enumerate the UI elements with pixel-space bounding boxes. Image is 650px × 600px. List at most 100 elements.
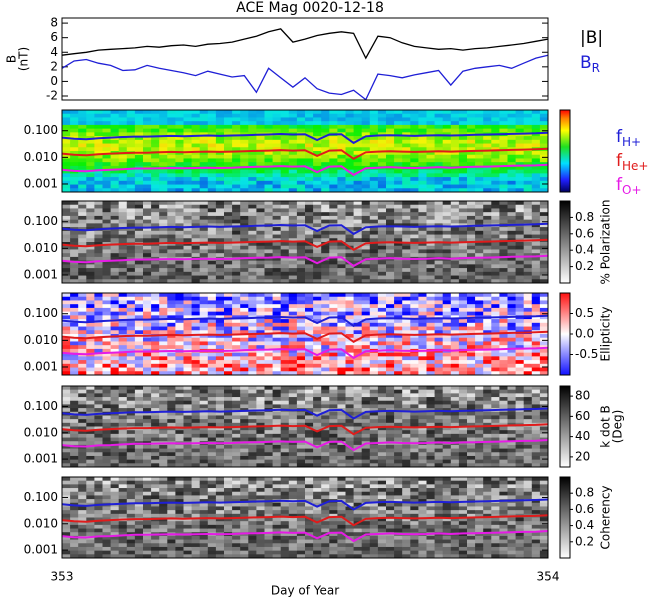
spectrogram-cell	[410, 363, 419, 369]
spectrogram-cell	[394, 326, 403, 331]
spectrogram-cell	[515, 271, 525, 277]
spectrogram-cell	[491, 139, 500, 145]
spectrogram-cell	[78, 337, 87, 342]
spectrogram-cell	[70, 330, 79, 335]
spectrogram-cell	[507, 249, 517, 254]
spectrogram-cell	[410, 113, 419, 118]
spectrogram-cell	[491, 208, 500, 213]
spectrogram-cell	[515, 296, 525, 301]
spectrogram-cell	[215, 230, 225, 236]
spectrogram-cell	[288, 422, 298, 427]
spectrogram-cell	[280, 426, 290, 431]
spectrogram-cell	[248, 404, 257, 409]
spectrogram-cell	[410, 334, 419, 339]
spectrogram-cell	[361, 268, 371, 273]
spectrogram-cell	[458, 326, 468, 331]
spectrogram-cell	[475, 348, 484, 354]
spectrogram-cell	[224, 386, 233, 391]
spectrogram-cell	[426, 215, 436, 221]
spectrogram-cell	[78, 293, 87, 298]
spectrogram-cell	[280, 173, 290, 178]
spectrogram-cell	[207, 422, 217, 427]
spectrogram-cell	[377, 459, 387, 464]
spectrogram-cell	[345, 117, 355, 122]
spectrogram-cell	[183, 341, 193, 346]
spectrogram-cell	[531, 304, 541, 309]
spectrogram-cell	[507, 234, 517, 239]
spectrogram-cell	[296, 360, 306, 365]
spectrogram-cell	[183, 293, 193, 298]
spectrogram-cell	[296, 307, 306, 313]
spectrogram-cell	[329, 260, 338, 265]
spectrogram-cell	[321, 184, 330, 189]
spectrogram-cell	[507, 165, 517, 171]
spectrogram-cell	[491, 360, 500, 365]
spectrogram-cell	[305, 173, 314, 178]
spectrogram-cell	[248, 177, 257, 182]
spectrogram-cell	[256, 253, 265, 258]
spectrogram-cell	[224, 430, 233, 435]
spectrogram-cell	[159, 404, 168, 409]
spectrogram-cell	[321, 363, 330, 369]
spectrogram-cell	[321, 188, 330, 193]
spectrogram-cell	[288, 345, 298, 350]
spectrogram-cell	[410, 117, 419, 122]
spectrogram-cell	[458, 322, 468, 328]
spectrogram-cell	[207, 264, 217, 269]
spectrogram-cell	[215, 147, 225, 152]
spectrogram-cell	[394, 419, 403, 424]
spectrogram-cell	[321, 319, 330, 324]
spectrogram-cell	[215, 296, 225, 301]
spectrogram-cell	[305, 180, 314, 186]
spectrogram-cell	[313, 204, 322, 209]
spectrogram-cell	[94, 230, 103, 236]
spectrogram-cell	[337, 293, 346, 298]
spectrogram-cell	[134, 422, 144, 427]
spectrogram-cell	[296, 124, 306, 130]
spectrogram-cell	[353, 455, 363, 461]
spectrogram-cell	[143, 311, 152, 316]
spectrogram-cell	[305, 117, 314, 122]
spectrogram-cell	[345, 177, 355, 182]
spectrogram-cell	[70, 128, 79, 133]
spectrogram-cell	[296, 242, 306, 247]
spectrogram-cell	[215, 444, 225, 450]
spectrogram-cell	[539, 223, 549, 228]
spectrogram-cell	[94, 422, 103, 427]
spectrogram-cell	[183, 124, 193, 130]
spectrogram-cell	[515, 334, 525, 339]
spectrogram-cell	[143, 341, 152, 346]
spectrogram-cell	[280, 264, 290, 269]
spectrogram-cell	[386, 268, 395, 273]
spectrogram-cell	[78, 437, 87, 442]
spectrogram-cell	[134, 459, 144, 464]
spectrogram-cell	[70, 341, 79, 346]
spectrogram-cell	[232, 371, 241, 376]
spectrogram-cell	[483, 341, 492, 346]
spectrogram-cell	[483, 124, 492, 130]
spectrogram-cell	[248, 397, 257, 402]
spectrogram-cell	[386, 264, 395, 269]
spectrogram-cell	[191, 260, 201, 265]
spectrogram-cell	[434, 322, 444, 328]
legend-label: |B|	[580, 28, 603, 48]
colorbar-tick-label: 0.6	[575, 226, 594, 240]
spectrogram-cell	[78, 180, 87, 186]
spectrogram-cell	[442, 128, 452, 133]
spectrogram-cell	[361, 352, 371, 357]
spectrogram-cell	[450, 184, 460, 189]
spectrogram-cell	[159, 319, 168, 324]
spectrogram-cell	[134, 264, 144, 269]
spectrogram-cell	[224, 437, 233, 442]
spectrogram-cell	[264, 348, 274, 354]
spectrogram-cell	[78, 345, 87, 350]
spectrogram-cell	[248, 311, 257, 316]
spectrogram-cell	[118, 315, 128, 320]
spectrogram-cell	[62, 419, 71, 424]
spectrogram-cell	[475, 177, 484, 182]
spectrogram-cell	[329, 356, 338, 361]
spectrogram-cell	[353, 367, 363, 372]
spectrogram-cell	[531, 337, 541, 342]
spectrogram-cell	[499, 326, 508, 331]
spectrogram-cell	[426, 154, 436, 159]
